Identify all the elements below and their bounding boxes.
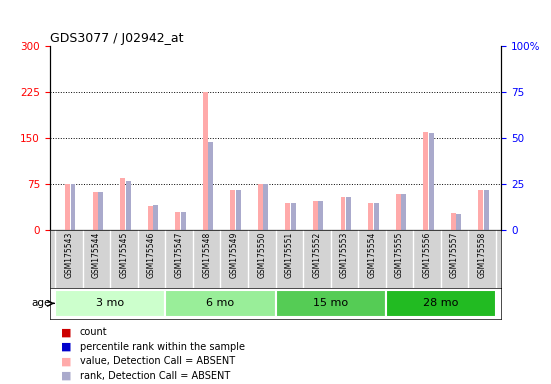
Bar bbox=[165, 290, 276, 317]
Bar bbox=[148, 206, 153, 230]
Text: 28 mo: 28 mo bbox=[423, 298, 458, 308]
Text: GSM175553: GSM175553 bbox=[340, 232, 349, 278]
Bar bbox=[341, 197, 345, 230]
Bar bbox=[478, 190, 483, 230]
Text: value, Detection Call = ABSENT: value, Detection Call = ABSENT bbox=[80, 356, 235, 366]
Text: ■: ■ bbox=[61, 371, 71, 381]
Bar bbox=[203, 92, 208, 230]
Bar bbox=[263, 184, 268, 230]
Text: GSM175555: GSM175555 bbox=[395, 232, 404, 278]
Bar bbox=[55, 290, 165, 317]
Bar bbox=[386, 290, 496, 317]
Text: GSM175550: GSM175550 bbox=[257, 232, 266, 278]
Bar bbox=[291, 203, 296, 230]
Bar bbox=[71, 184, 75, 230]
Text: rank, Detection Call = ABSENT: rank, Detection Call = ABSENT bbox=[80, 371, 230, 381]
Bar bbox=[313, 201, 318, 230]
Text: GSM175546: GSM175546 bbox=[147, 232, 156, 278]
Bar bbox=[484, 190, 489, 230]
Text: percentile rank within the sample: percentile rank within the sample bbox=[80, 342, 245, 352]
Text: GSM175557: GSM175557 bbox=[450, 232, 459, 278]
Text: ■: ■ bbox=[61, 342, 71, 352]
Text: age: age bbox=[31, 298, 51, 308]
Text: GSM175545: GSM175545 bbox=[120, 232, 128, 278]
Text: GSM175543: GSM175543 bbox=[64, 232, 73, 278]
Text: GSM175552: GSM175552 bbox=[312, 232, 321, 278]
Bar bbox=[65, 184, 70, 230]
Text: GSM175554: GSM175554 bbox=[368, 232, 376, 278]
Bar bbox=[258, 184, 263, 230]
Bar bbox=[396, 194, 401, 230]
Bar bbox=[126, 180, 131, 230]
Text: GDS3077 / J02942_at: GDS3077 / J02942_at bbox=[50, 32, 183, 45]
Bar bbox=[181, 212, 186, 230]
Bar bbox=[401, 194, 406, 230]
Text: GSM175548: GSM175548 bbox=[202, 232, 211, 278]
Bar bbox=[208, 142, 213, 230]
Bar bbox=[346, 197, 351, 230]
Bar bbox=[368, 203, 373, 230]
Text: GSM175556: GSM175556 bbox=[423, 232, 431, 278]
Bar bbox=[451, 213, 456, 230]
Bar bbox=[120, 178, 125, 230]
Text: GSM175558: GSM175558 bbox=[478, 232, 487, 278]
Text: GSM175544: GSM175544 bbox=[92, 232, 101, 278]
Bar bbox=[98, 192, 103, 230]
Text: GSM175547: GSM175547 bbox=[175, 232, 183, 278]
Bar bbox=[429, 133, 434, 230]
Bar bbox=[423, 132, 428, 230]
Bar bbox=[153, 205, 158, 230]
Text: ■: ■ bbox=[61, 327, 71, 337]
Bar bbox=[230, 190, 235, 230]
Bar bbox=[456, 214, 461, 230]
Text: 6 mo: 6 mo bbox=[206, 298, 235, 308]
Bar bbox=[285, 203, 290, 230]
Text: ■: ■ bbox=[61, 356, 71, 366]
Text: GSM175549: GSM175549 bbox=[230, 232, 239, 278]
Bar bbox=[318, 201, 323, 230]
Bar bbox=[236, 190, 241, 230]
Bar bbox=[175, 212, 180, 230]
Text: 3 mo: 3 mo bbox=[96, 298, 125, 308]
Text: 15 mo: 15 mo bbox=[313, 298, 348, 308]
Text: GSM175551: GSM175551 bbox=[285, 232, 294, 278]
Bar bbox=[93, 192, 98, 230]
Text: count: count bbox=[80, 327, 107, 337]
Bar bbox=[276, 290, 386, 317]
Bar bbox=[374, 203, 379, 230]
